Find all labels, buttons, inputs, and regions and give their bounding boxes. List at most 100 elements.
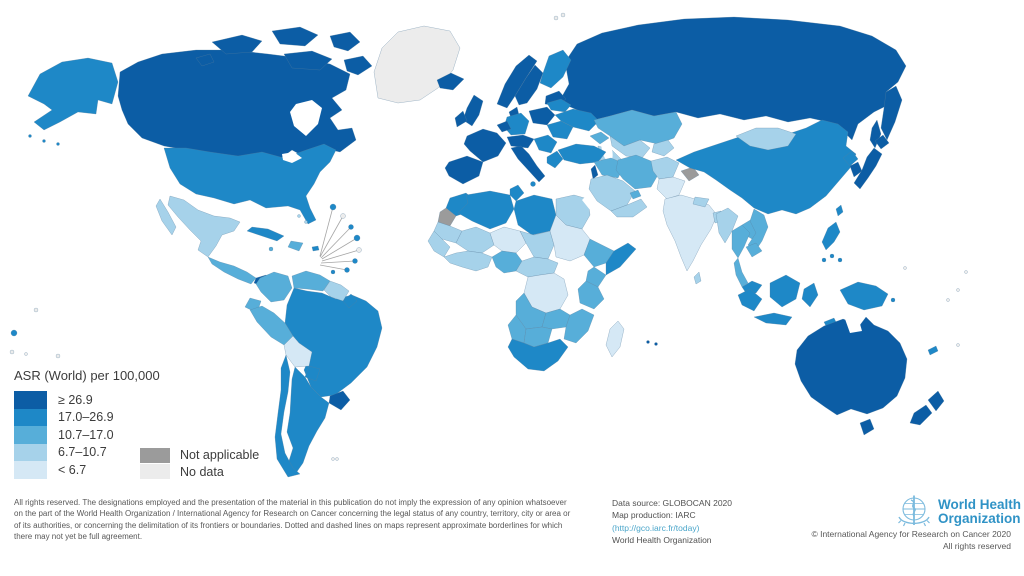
region-thai-peninsula <box>733 257 749 288</box>
legend-label-2: 17.0–26.9 <box>58 410 114 425</box>
region-svalbard <box>553 15 559 21</box>
region-cuba <box>246 226 285 242</box>
region-somalia <box>605 242 637 276</box>
region-caribbean-island <box>344 267 350 273</box>
region-israel-lebanon <box>590 164 599 180</box>
water-caspian-sea <box>601 138 613 162</box>
region-philippine-island <box>829 253 835 259</box>
region-java <box>753 312 793 326</box>
region-iceland <box>436 72 465 91</box>
region-bahamas <box>304 220 308 224</box>
region-tunisia <box>509 184 525 202</box>
region-pacific-island <box>964 270 968 274</box>
region-west-africa-coast <box>443 250 493 272</box>
legend-swatch-not-applicable <box>140 447 170 463</box>
region-sicily <box>530 181 536 187</box>
region-nepal <box>692 196 710 208</box>
region-tasmania <box>859 418 875 436</box>
region-india <box>662 194 718 272</box>
legend-swatch-no-data <box>140 464 170 480</box>
region-pacific-island <box>9 349 15 355</box>
legend-title: ASR (World) per 100,000 <box>14 368 160 383</box>
region-algeria <box>457 190 515 230</box>
region-turkey <box>557 143 607 165</box>
region-uruguay <box>328 390 351 411</box>
region-falklands <box>331 457 335 461</box>
region-pacific-island <box>55 353 61 359</box>
legend-label-1: ≥ 26.9 <box>58 392 93 407</box>
legend-swatch-4 <box>14 443 47 461</box>
region-pacific-island <box>903 266 907 270</box>
region-greenland <box>373 25 461 104</box>
map-production-line: Map production: IARC <box>612 510 696 521</box>
region-hawaii <box>10 329 18 337</box>
region-hispaniola <box>287 240 304 252</box>
map-legend-special: Not applicable No data <box>140 447 259 480</box>
region-reunion <box>654 342 658 346</box>
region-mexico <box>167 195 241 258</box>
region-japan <box>853 147 883 190</box>
region-balkans <box>533 134 558 154</box>
region-pacific-island <box>946 298 950 302</box>
water-gulf-carpentaria <box>845 317 862 333</box>
legend-label-no-data: No data <box>180 464 224 479</box>
legend-label-4: 6.7–10.7 <box>58 445 107 460</box>
region-sri-lanka <box>693 271 702 285</box>
legend-swatch-3 <box>14 426 47 444</box>
region-caribbean-island <box>356 247 362 253</box>
region-colombia <box>255 271 293 303</box>
region-philippine-island <box>821 257 827 263</box>
region-greece <box>546 150 564 169</box>
region-canada-arctic <box>329 31 361 52</box>
region-ukraine <box>554 108 600 132</box>
water-red-sea <box>582 196 606 224</box>
region-pacific-island <box>24 352 28 356</box>
region-belarus <box>546 98 572 113</box>
region-bolivia <box>283 335 313 368</box>
region-venezuela <box>291 270 331 292</box>
region-canada-arctic <box>283 50 333 71</box>
region-madagascar <box>605 320 625 358</box>
region-canada-arctic <box>343 55 373 76</box>
copyright-line: © International Agency for Research on C… <box>811 529 1011 539</box>
region-new-caledonia <box>927 345 939 356</box>
region-mozambique-zimbabwe <box>563 308 595 344</box>
region-poland <box>528 106 556 126</box>
region-hokkaido <box>874 134 890 150</box>
region-new-zealand-north <box>927 390 945 412</box>
region-pakistan <box>656 176 686 200</box>
region-thailand <box>731 224 751 259</box>
region-iberia <box>444 155 484 185</box>
region-usa <box>163 143 337 225</box>
who-line: World Health Organization <box>612 534 712 545</box>
rights-line: All rights reserved <box>942 541 1011 551</box>
region-iran <box>615 154 660 190</box>
region-pacific-island <box>33 307 39 313</box>
region-caribbean-island <box>329 203 337 211</box>
legend-label-not-applicable: Not applicable <box>180 448 260 463</box>
gco-link[interactable]: (http://gco.iarc.fr/today) <box>612 522 700 533</box>
region-aleutians <box>28 134 32 138</box>
region-alaska <box>27 57 119 131</box>
region-norway <box>496 54 538 109</box>
legend-swatch-2 <box>14 408 47 426</box>
region-niger <box>489 226 527 254</box>
who-logo-text: World Health Organization <box>938 497 1022 526</box>
region-ireland <box>454 110 468 128</box>
region-yemen-oman <box>610 198 648 218</box>
region-falklands <box>335 457 339 461</box>
region-puerto-rico <box>311 245 320 252</box>
region-romania-bulgaria <box>546 120 574 140</box>
region-papua-new-guinea <box>839 281 889 311</box>
region-fiji <box>956 343 960 347</box>
who-emblem-icon <box>898 495 930 527</box>
region-philippines <box>821 221 841 251</box>
region-north-korea <box>842 150 859 167</box>
data-source-line: Data source: GLOBOCAN 2020 <box>612 498 733 508</box>
region-baja-california <box>155 198 177 236</box>
region-central-america <box>207 256 257 285</box>
region-kamchatka <box>880 85 903 141</box>
map-legend: ASR (World) per 100,000 ≥ 26.9 17.0–26.9… <box>14 368 160 479</box>
